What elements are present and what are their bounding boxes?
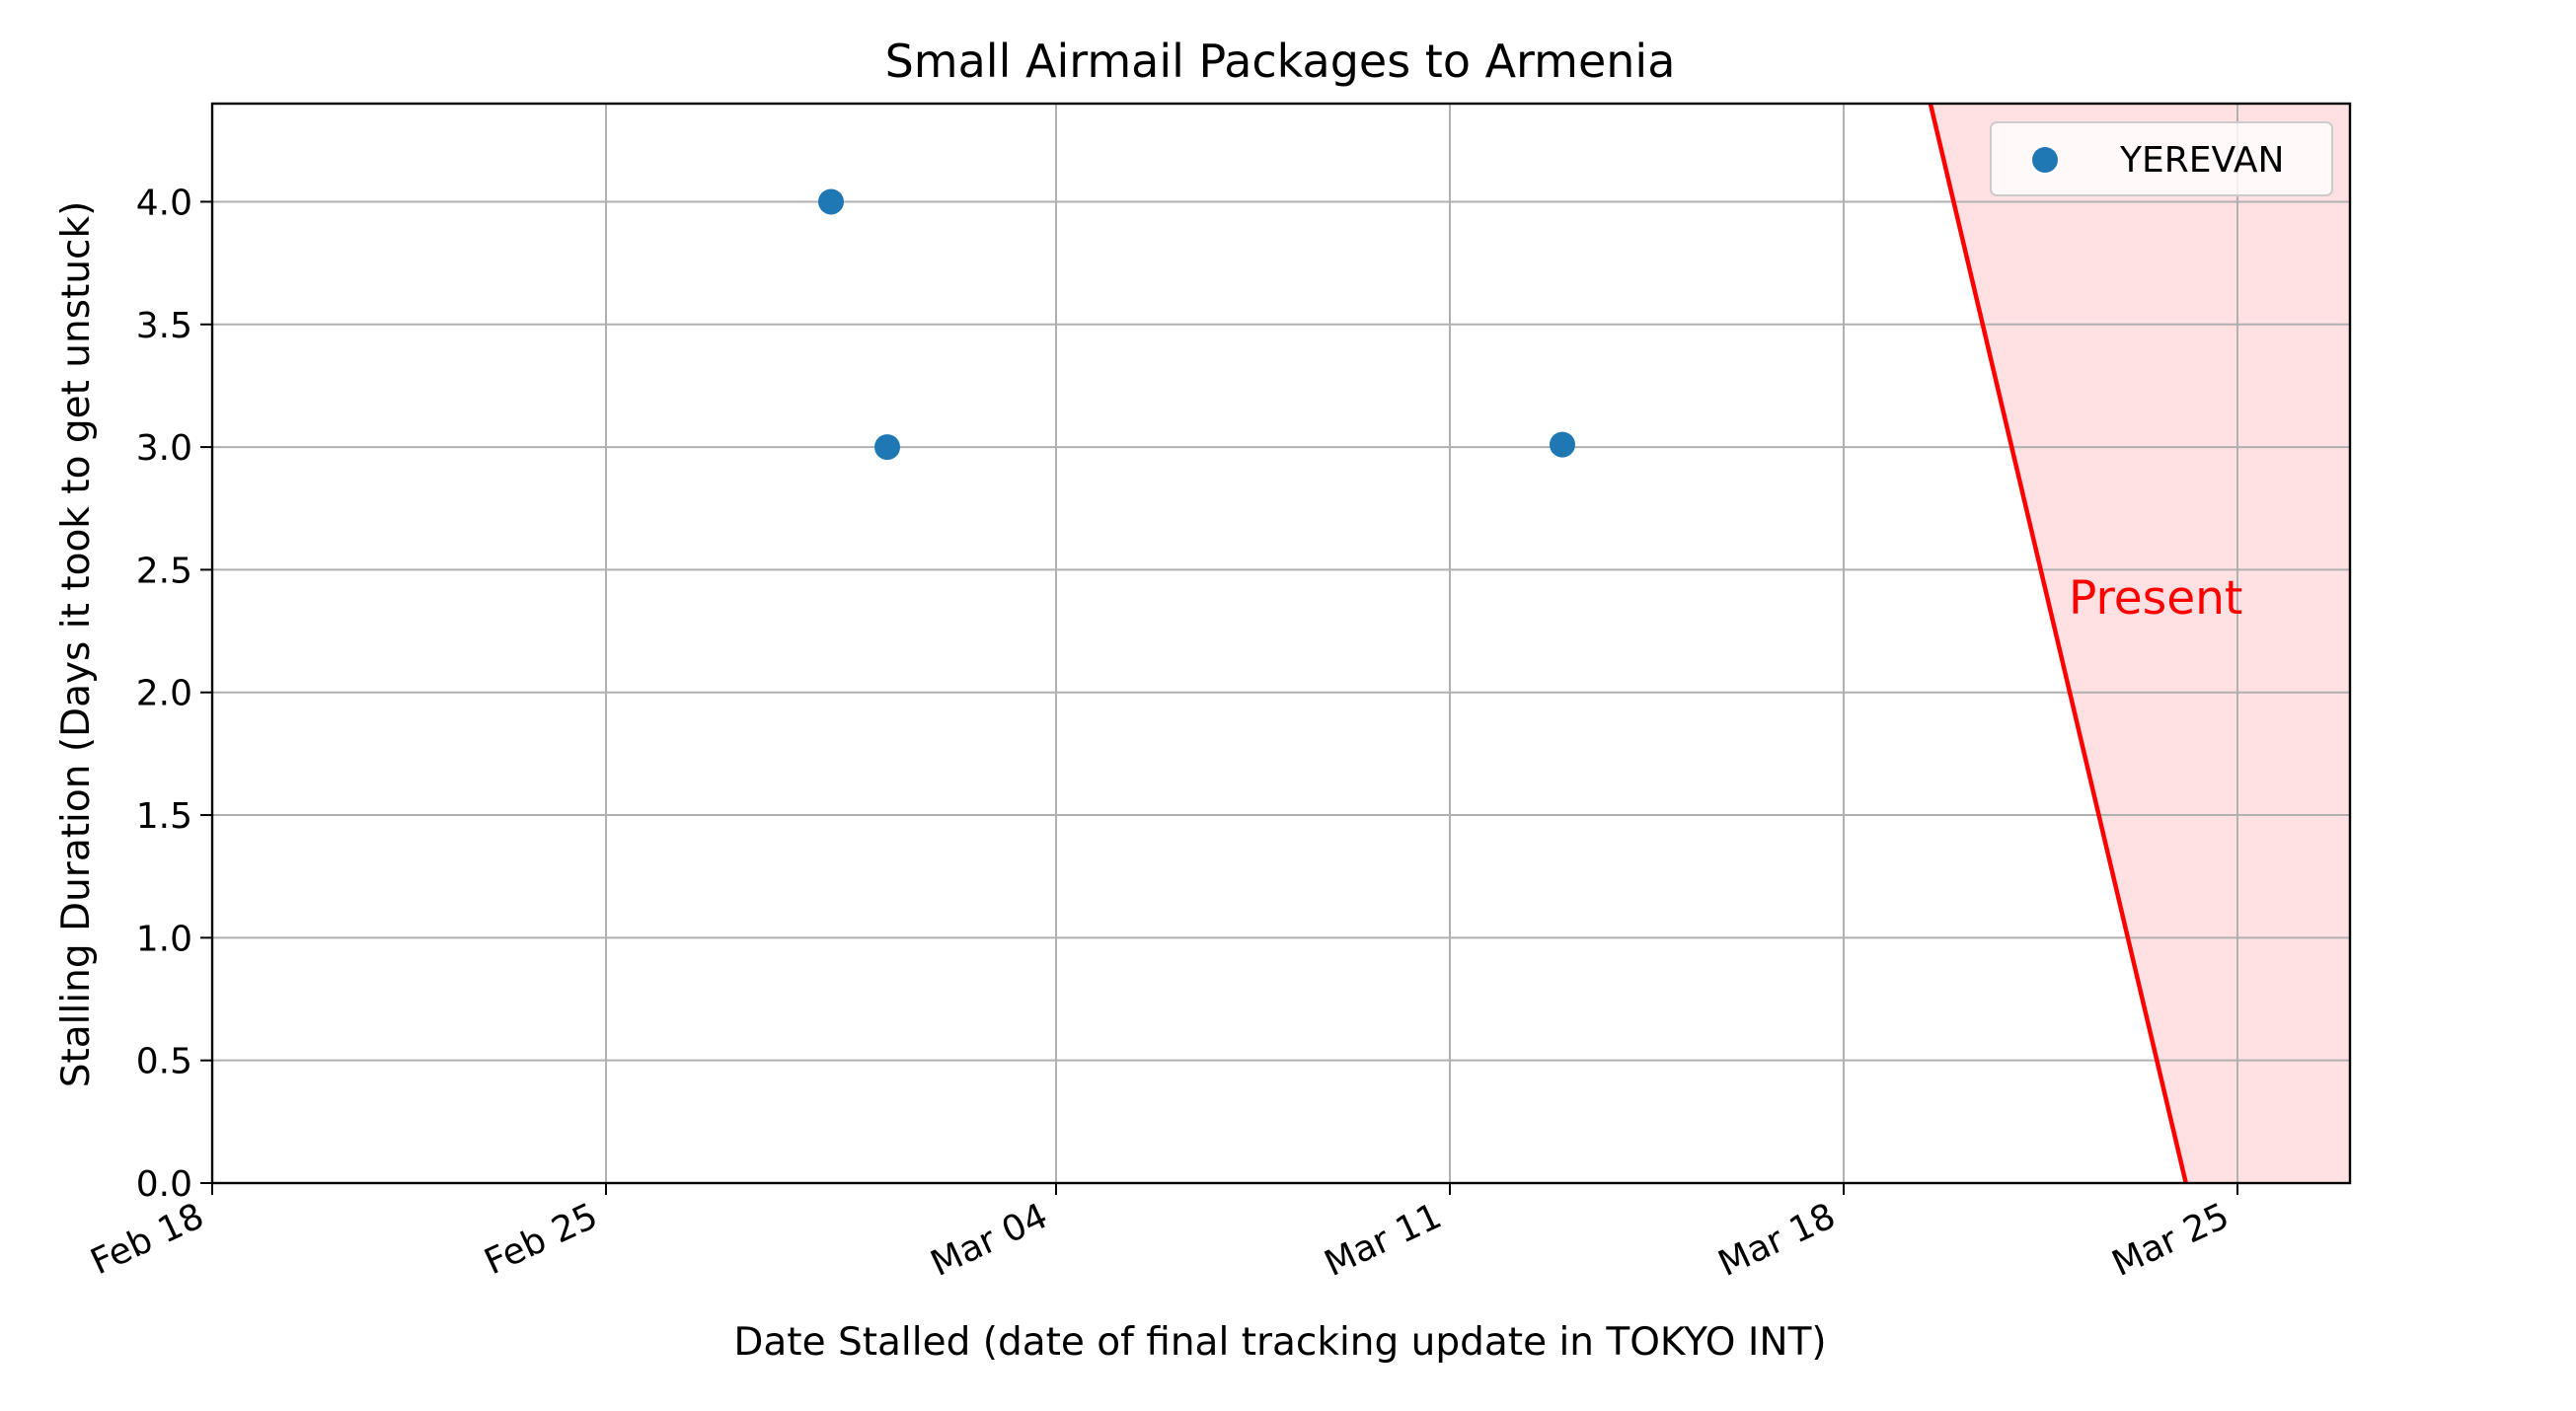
data-points-layer	[818, 188, 1575, 461]
y-tick-label: 1.5	[136, 796, 192, 837]
data-point	[818, 188, 844, 215]
legend-box	[1990, 121, 2333, 196]
x-axis-label: Date Stalled (date of final tracking upd…	[733, 1320, 1826, 1365]
y-tick-label: 1.0	[136, 919, 192, 959]
y-tick-label: 2.5	[136, 551, 192, 591]
y-tick-label: 3.5	[136, 306, 192, 346]
present-shaded-region-layer	[1930, 104, 2350, 1183]
legend-label-yerevan: YEREVAN	[2119, 140, 2284, 181]
y-tick-label: 4.0	[136, 183, 192, 223]
y-axis-label: Stalling Duration (Days it took to get u…	[54, 201, 99, 1088]
data-point	[874, 434, 900, 461]
data-point	[1550, 431, 1575, 458]
present-label: Present	[2069, 571, 2242, 626]
plot-frame	[210, 102, 2352, 1185]
y-tick-label: 0.5	[136, 1042, 192, 1082]
legend-marker-yerevan	[2032, 147, 2058, 173]
chart-title: Small Airmail Packages to Armenia	[885, 35, 1676, 88]
present-shaded-region	[1930, 104, 2350, 1183]
present-line-layer	[1928, 103, 2188, 1184]
y-tick-label: 0.0	[136, 1164, 192, 1205]
present-line	[1928, 103, 2188, 1184]
y-tick-label: 2.0	[136, 674, 192, 714]
legend: YEREVAN	[1990, 121, 2333, 196]
y-tick-label: 3.0	[136, 428, 192, 469]
